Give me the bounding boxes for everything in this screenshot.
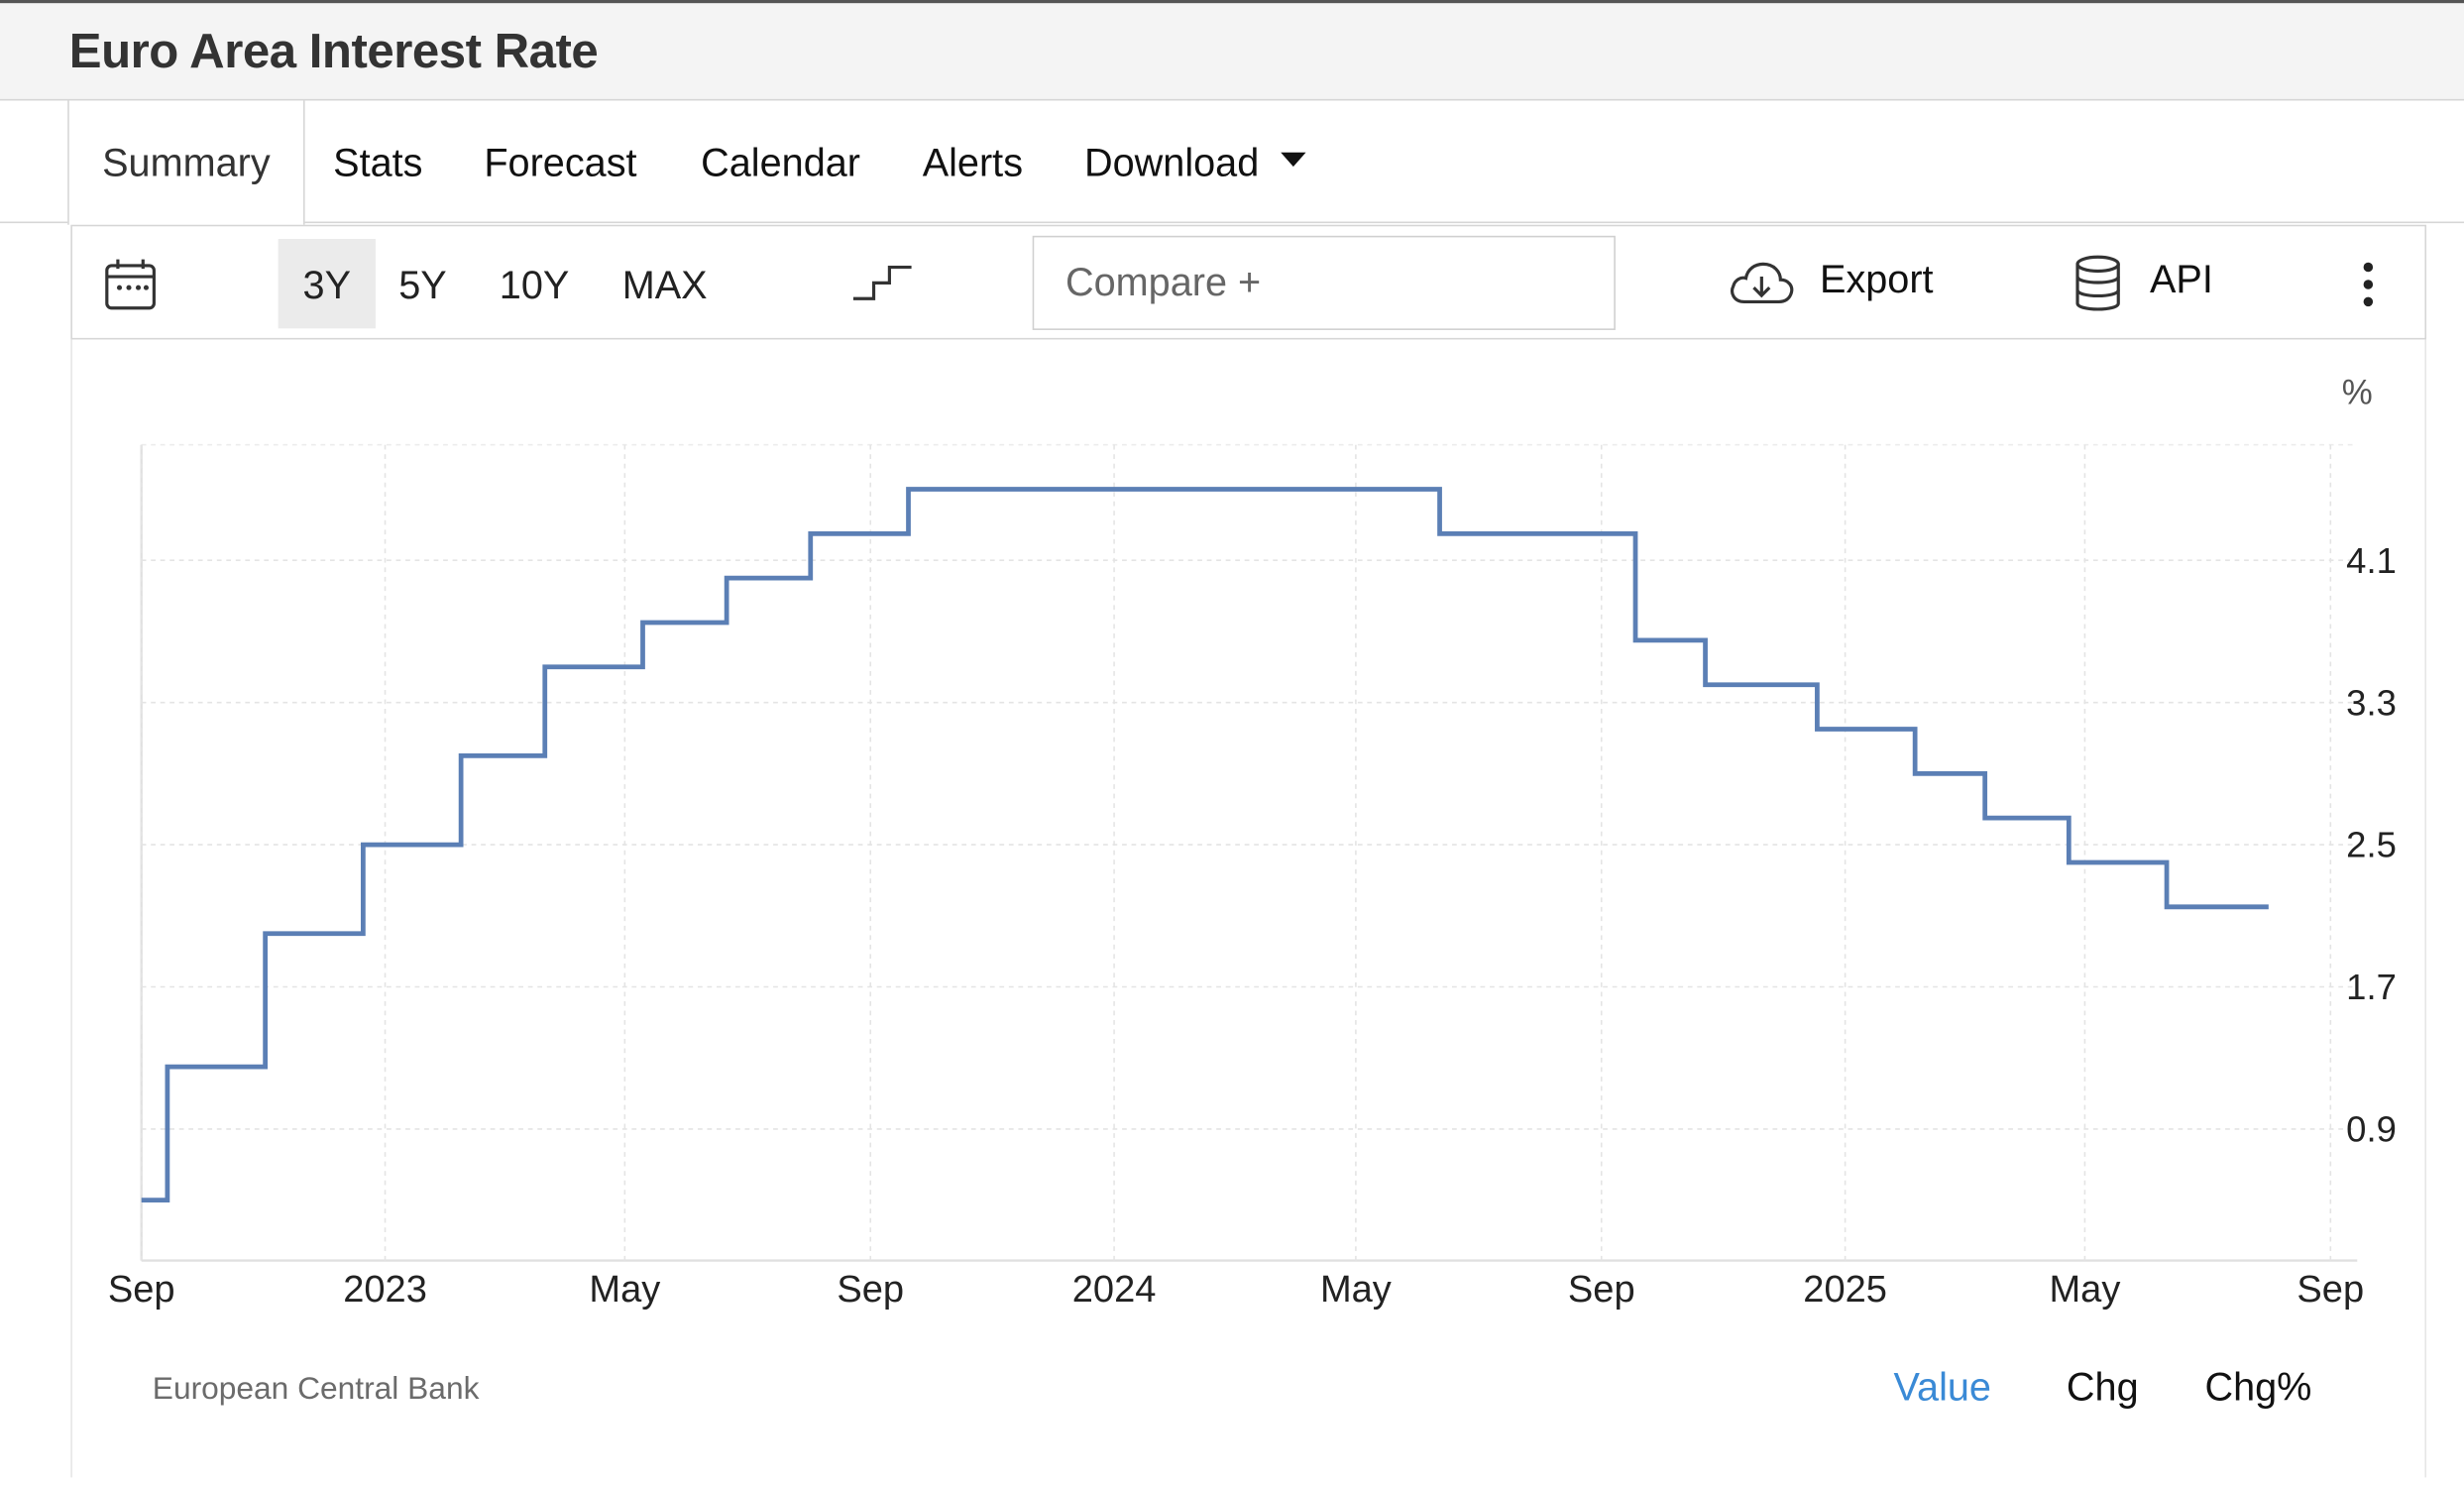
tab-stats-label: Stats — [333, 141, 423, 186]
step-line-icon[interactable] — [851, 261, 914, 304]
tab-stats[interactable]: Stats — [333, 100, 422, 223]
unit-label: % — [2342, 373, 2373, 411]
y-tick-label: 3.3 — [2346, 682, 2397, 723]
database-icon[interactable] — [2072, 255, 2123, 314]
export-button[interactable]: Export — [1820, 258, 1934, 302]
y-tick-label: 2.5 — [2346, 825, 2397, 865]
value-tab[interactable]: Value — [1893, 1365, 1991, 1411]
x-tick-label: Sep — [108, 1269, 175, 1311]
source-label: European Central Bank — [152, 1372, 480, 1408]
range-max[interactable]: MAX — [621, 264, 708, 308]
x-tick-label: 2023 — [343, 1269, 427, 1311]
tab-download-label: Download — [1083, 141, 1260, 186]
x-tick-label: Sep — [837, 1269, 904, 1311]
compare-field[interactable] — [1032, 235, 1616, 330]
x-tick-label: May — [589, 1269, 660, 1311]
x-tick-label: Sep — [2296, 1269, 2364, 1311]
tab-summary[interactable]: Summary — [67, 100, 305, 225]
compare-input[interactable] — [1062, 237, 1588, 329]
tab-calendar-label: Calendar — [701, 141, 860, 186]
x-tick-label: May — [2049, 1269, 2120, 1311]
interest-rate-chart: Sep 2023 May Sep 2024 May Sep 2025 May Sep 0.9 1.7… — [108, 373, 2397, 1311]
range-3y[interactable]: 3Y — [278, 238, 376, 329]
chart-toolbar: 3Y 5Y 10Y MAX Export — [70, 224, 2427, 340]
chart-area: Sep 2023 May Sep 2024 May Sep 2025 May Sep 0.9 1.7… — [70, 339, 2427, 1478]
range-5y[interactable]: 5Y — [398, 264, 447, 308]
vertical-dots-icon[interactable] — [2357, 261, 2379, 308]
api-button[interactable]: API — [2149, 258, 2213, 302]
chg-pct-tab[interactable]: Chg% — [2204, 1365, 2312, 1411]
page-title: Euro Area Interest Rate — [68, 23, 599, 79]
caret-down-icon — [1281, 152, 1306, 167]
interest-rate-series-line — [141, 487, 2269, 1202]
tab-alerts-label: Alerts — [922, 141, 1024, 186]
tab-alerts[interactable]: Alerts — [923, 100, 1023, 223]
x-tick-label: 2025 — [1803, 1269, 1887, 1311]
range-10y[interactable]: 10Y — [499, 264, 570, 308]
y-tick-label: 4.1 — [2346, 540, 2397, 581]
tab-forecast-label: Forecast — [484, 141, 637, 186]
chg-tab[interactable]: Chg — [2066, 1365, 2139, 1411]
y-tick-label: 0.9 — [2346, 1109, 2397, 1150]
tab-download[interactable]: Download — [1084, 100, 1306, 223]
tab-bar: Summary Stats Forecast Calendar Alerts D… — [0, 100, 2464, 225]
cloud-download-icon[interactable] — [1727, 258, 1796, 311]
tab-summary-label: Summary — [102, 141, 271, 186]
title-bar: Euro Area Interest Rate — [0, 0, 2464, 101]
y-tick-label: 1.7 — [2346, 967, 2397, 1007]
tab-calendar[interactable]: Calendar — [701, 100, 860, 223]
x-tick-label: 2024 — [1072, 1269, 1157, 1311]
x-tick-label: May — [1320, 1269, 1392, 1311]
x-tick-label: Sep — [1568, 1269, 1635, 1311]
tab-forecast[interactable]: Forecast — [484, 100, 636, 223]
calendar-icon[interactable] — [104, 258, 158, 311]
